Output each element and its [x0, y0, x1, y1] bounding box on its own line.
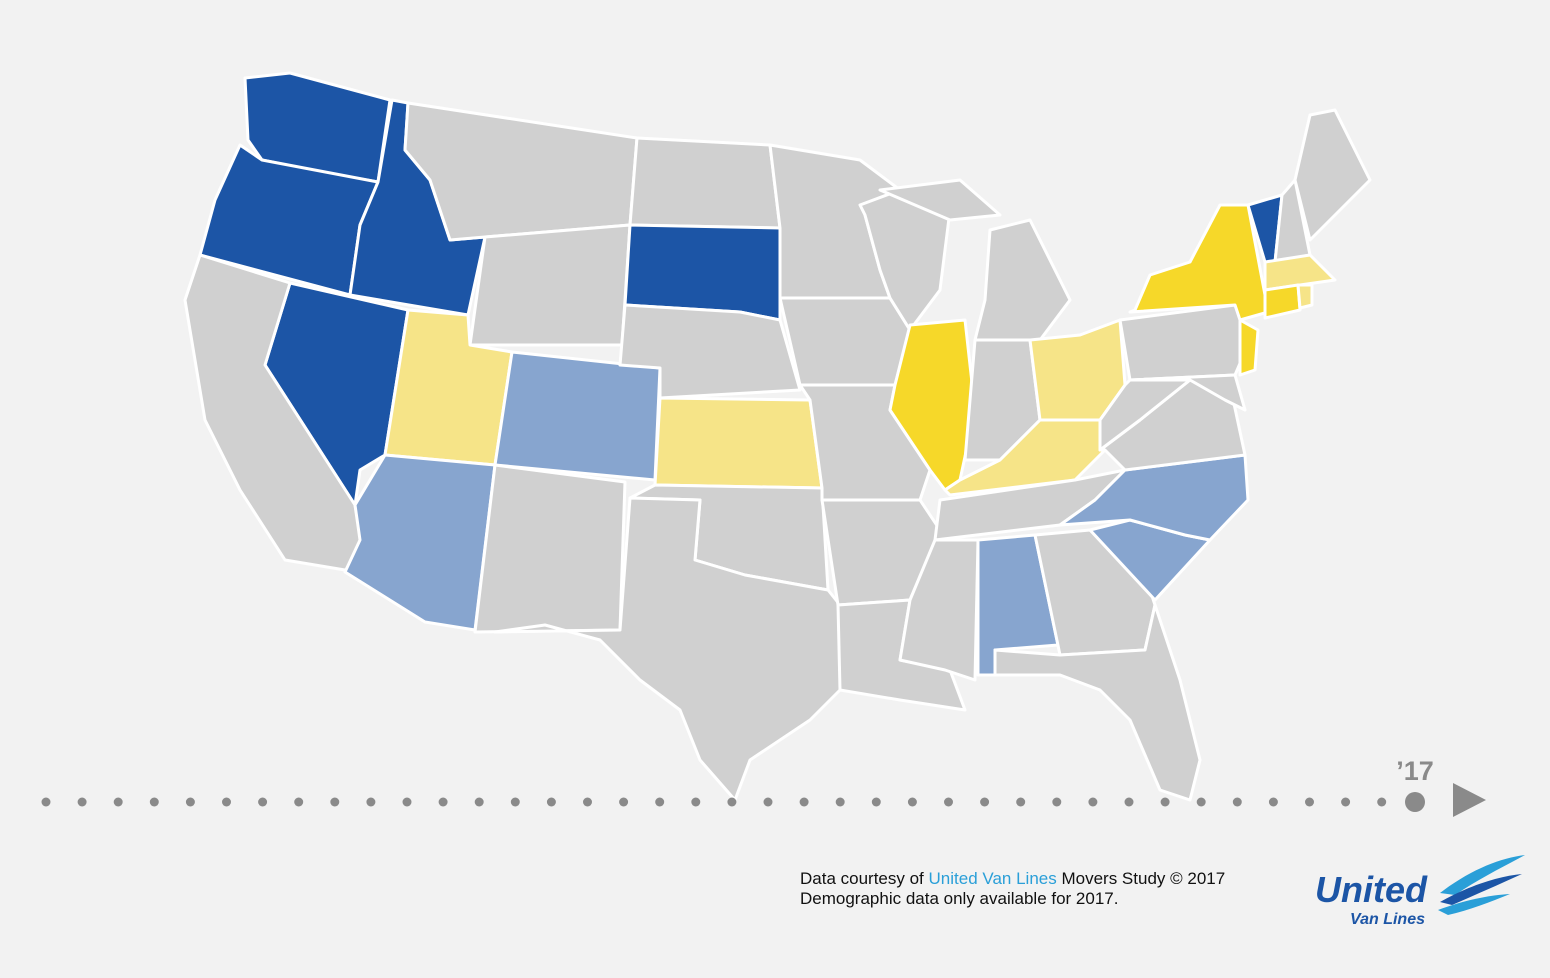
timeline-dot: [583, 797, 592, 807]
timeline-dot: [149, 797, 159, 807]
state: [973, 218, 1072, 342]
timeline-dot: [1160, 797, 1170, 807]
timeline-dot: [1016, 797, 1026, 807]
state: [468, 223, 632, 347]
timeline-dot: [185, 797, 195, 807]
timeline-dot: [835, 797, 845, 807]
footer-line: Demographic data only available for 2017…: [800, 889, 1119, 908]
timeline-dot: [1124, 797, 1134, 807]
timeline-dot: [1341, 797, 1351, 807]
timeline-dot: [1268, 797, 1278, 807]
us-map: [183, 71, 1372, 802]
timeline-dot: [222, 797, 231, 807]
timeline-dot: [727, 797, 737, 807]
state: [493, 350, 662, 482]
text: Data courtesy of: [800, 869, 924, 888]
state: [628, 136, 782, 230]
timeline-dot: [402, 797, 412, 807]
next-button[interactable]: [1453, 783, 1486, 817]
timeline-dot: [1305, 797, 1314, 807]
footer-line: Data courtesy of United Van Lines Movers…: [800, 869, 1225, 889]
logo-wing: [1440, 874, 1522, 905]
timeline-dot: [258, 797, 268, 807]
timeline-dot: [546, 797, 556, 807]
state: [1058, 453, 1250, 542]
timeline-dot: [691, 797, 701, 807]
state: [1263, 253, 1337, 292]
state: [618, 303, 802, 400]
state: [343, 453, 497, 632]
state: [493, 496, 842, 802]
state: [993, 603, 1202, 802]
footer: Data courtesy of United Van Lines Movers…: [800, 869, 1225, 909]
timeline-dot: [799, 797, 809, 807]
state: [878, 178, 1002, 222]
state: [1293, 108, 1372, 242]
state: [473, 463, 627, 634]
state: [653, 396, 824, 490]
state: [1263, 283, 1302, 320]
timeline-dot: [980, 797, 990, 807]
timeline-dot: [366, 797, 376, 807]
link[interactable]: United Van Lines: [928, 869, 1057, 888]
timeline-current: [1405, 792, 1425, 812]
logo: United Van Lines: [1315, 855, 1525, 928]
logo-wing: [1438, 894, 1510, 915]
timeline-dot: [907, 797, 917, 807]
timeline-dot: [113, 797, 123, 807]
timeline-dot: [474, 797, 484, 807]
timeline-dot: [1052, 797, 1062, 807]
timeline-dot: [438, 797, 448, 807]
timeline-dot: [619, 797, 629, 807]
logo-name: United: [1315, 869, 1428, 910]
state: [1296, 283, 1314, 310]
timeline-dot: [1232, 797, 1242, 807]
text: Movers Study © 2017: [1061, 869, 1226, 888]
timeline-dot: [1088, 797, 1098, 807]
timeline-dot: [871, 797, 881, 807]
timeline-dot: [330, 797, 340, 807]
state: [1238, 318, 1260, 377]
timeline-dot: [510, 797, 520, 807]
timeline-dot: [41, 797, 51, 807]
year-label: ’17: [1396, 756, 1434, 786]
logo-subtitle: Van Lines: [1350, 911, 1425, 928]
timeline-dot: [1377, 797, 1387, 807]
timeline-dot: [1196, 797, 1206, 807]
timeline-dot: [763, 797, 773, 807]
state: [778, 296, 912, 387]
timeline: [41, 797, 1387, 807]
timeline-dot: [294, 797, 304, 807]
logo-wing: [1440, 855, 1525, 895]
state: [1128, 373, 1247, 412]
timeline-dot: [944, 797, 953, 807]
timeline-dot: [655, 797, 665, 807]
timeline-dot: [77, 797, 87, 807]
state: [1118, 303, 1252, 382]
